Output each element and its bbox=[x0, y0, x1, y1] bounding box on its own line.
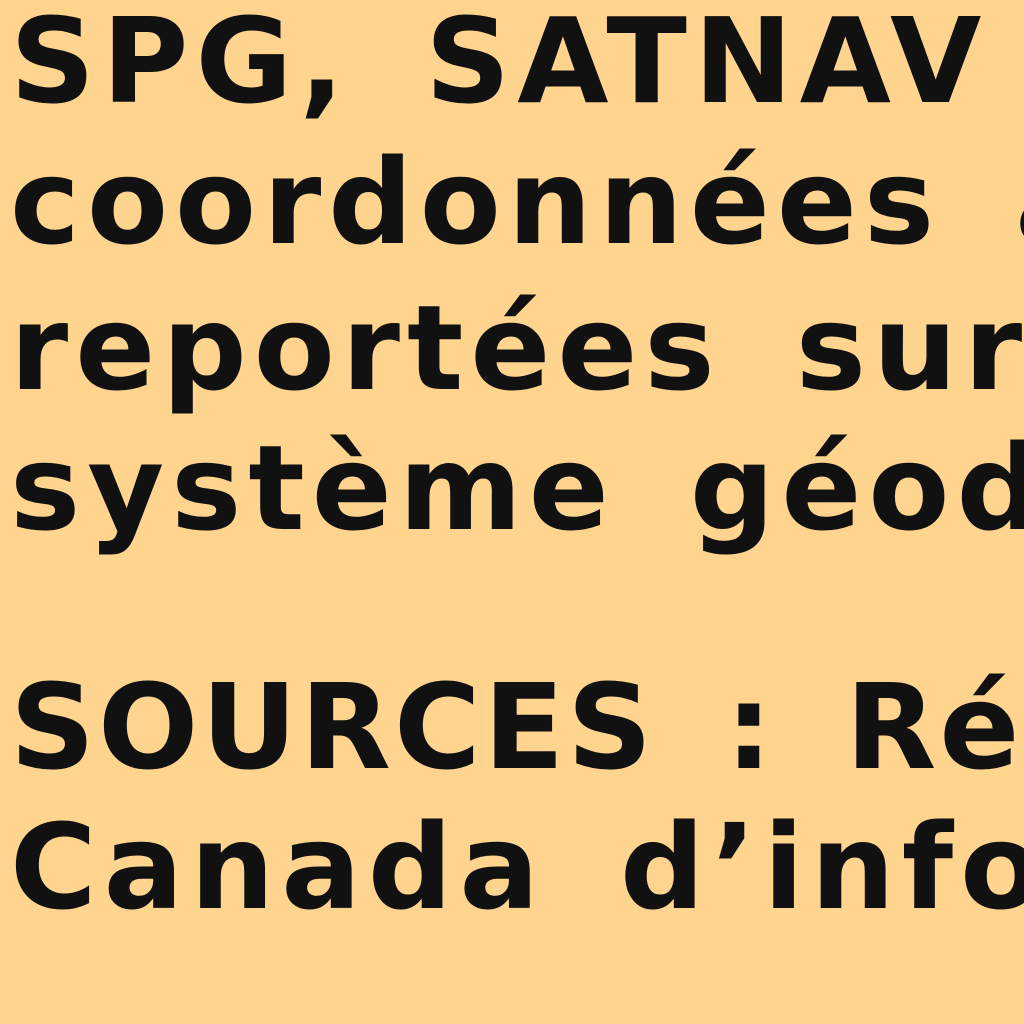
text-line-spg-satnav: SPG, SATNAV o bbox=[10, 0, 1024, 130]
text-line-systeme-geodesique: système géodés bbox=[10, 419, 1024, 557]
text-line-sources: SOURCES : Rédigé bbox=[10, 658, 1024, 796]
text-line-canada-information: Canada d’informa bbox=[10, 798, 1024, 936]
text-line-reportees: reportées sur c bbox=[10, 279, 1024, 417]
text-line-coordonnees: coordonnées aprè bbox=[10, 133, 1024, 271]
